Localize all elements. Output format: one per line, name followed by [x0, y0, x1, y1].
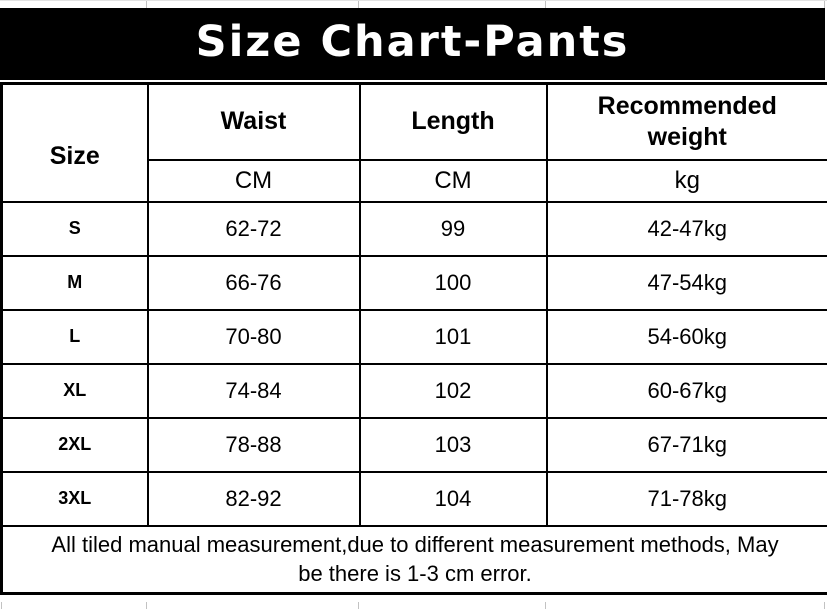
table-row-m: M 66-76 100 47-54kg	[0, 254, 827, 311]
note-line-2: be there is 1-3 cm error.	[298, 561, 532, 587]
gridline-tick	[146, 602, 147, 609]
weight-cell: 42-47kg	[545, 200, 827, 257]
bottom-gridline-strip	[0, 602, 827, 609]
page-title: Size Chart-Pants	[195, 17, 630, 67]
title-banner: Size Chart-Pants	[0, 8, 825, 80]
note-cell: All tiled manual measurement,due to diff…	[0, 524, 827, 595]
gridline-tick	[824, 602, 825, 609]
size-table: Size Waist Length Recommended weight CM …	[0, 82, 827, 595]
waist-cell: 62-72	[146, 200, 361, 257]
size-cell: 3XL	[0, 470, 149, 527]
length-cell: 103	[358, 416, 548, 473]
waist-cell: 66-76	[146, 254, 361, 311]
waist-cell: 78-88	[146, 416, 361, 473]
waist-cell: 82-92	[146, 470, 361, 527]
size-cell: S	[0, 200, 149, 257]
column-header-size: Size	[0, 82, 149, 203]
table-row-l: L 70-80 101 54-60kg	[0, 308, 827, 365]
top-gridline-strip	[0, 0, 827, 8]
table-row-xl: XL 74-84 102 60-67kg	[0, 362, 827, 419]
table-row-2xl: 2XL 78-88 103 67-71kg	[0, 416, 827, 473]
column-header-weight-label: Recommended weight	[597, 91, 777, 151]
column-header-waist: Waist	[146, 82, 361, 161]
gridline-tick	[358, 1, 359, 8]
units-row: CM CM kg	[2, 158, 827, 203]
gridline-tick	[824, 1, 825, 8]
unit-waist: CM	[146, 158, 361, 203]
weight-cell: 47-54kg	[545, 254, 827, 311]
gridline-tick	[358, 602, 359, 609]
length-cell: 104	[358, 470, 548, 527]
waist-cell: 74-84	[146, 362, 361, 419]
note-row: All tiled manual measurement,due to diff…	[0, 524, 827, 595]
header-row: Size Waist Length Recommended weight	[0, 82, 827, 203]
unit-weight: kg	[545, 158, 827, 203]
weight-cell: 54-60kg	[545, 308, 827, 365]
table-row-3xl: 3XL 82-92 104 71-78kg	[0, 470, 827, 527]
gridline-tick	[545, 602, 546, 609]
length-cell: 100	[358, 254, 548, 311]
size-cell: M	[0, 254, 149, 311]
waist-cell: 70-80	[146, 308, 361, 365]
size-cell: XL	[0, 362, 149, 419]
length-cell: 102	[358, 362, 548, 419]
weight-cell: 60-67kg	[545, 362, 827, 419]
gridline-tick	[146, 1, 147, 8]
length-cell: 101	[358, 308, 548, 365]
size-cell: L	[0, 308, 149, 365]
note-line-1: All tiled manual measurement,due to diff…	[51, 532, 779, 558]
weight-cell: 71-78kg	[545, 470, 827, 527]
length-cell: 99	[358, 200, 548, 257]
column-header-length: Length	[358, 82, 548, 161]
gridline-tick	[545, 1, 546, 8]
column-header-weight: Recommended weight	[545, 82, 827, 161]
weight-cell: 67-71kg	[545, 416, 827, 473]
unit-length: CM	[358, 158, 548, 203]
table-row-s: S 62-72 99 42-47kg	[0, 200, 827, 257]
gridline-tick	[1, 602, 2, 609]
size-cell: 2XL	[0, 416, 149, 473]
